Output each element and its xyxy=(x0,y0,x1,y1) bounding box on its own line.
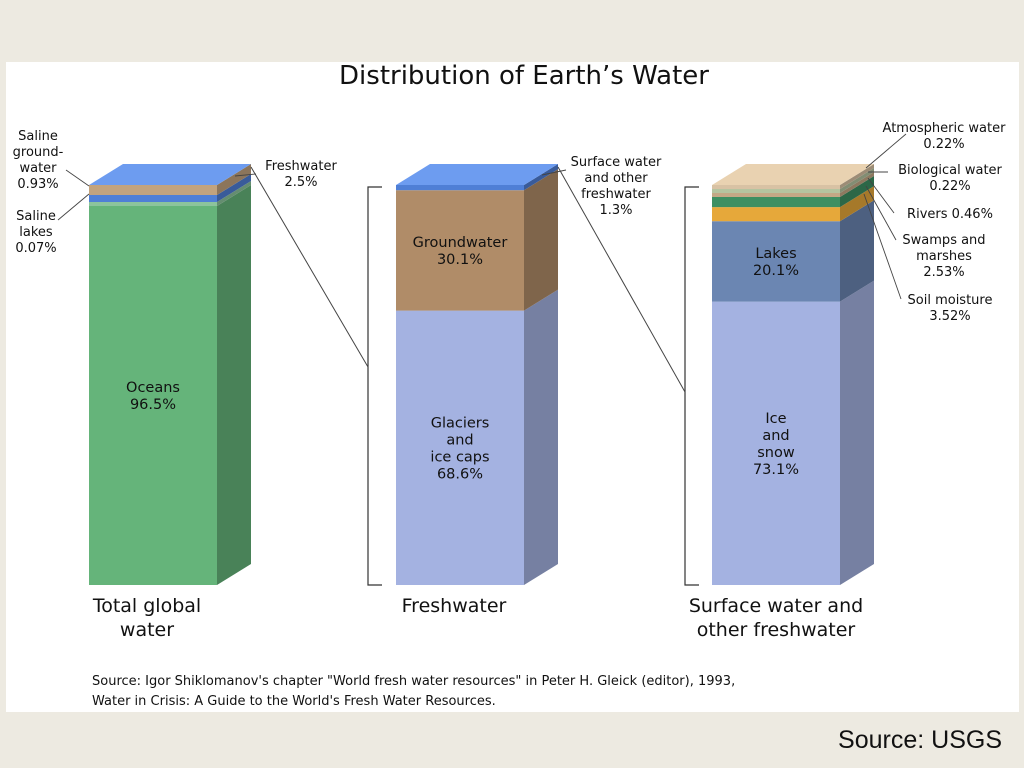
bar-side-oceans xyxy=(217,185,251,585)
chart-title: Distribution of Earth’s Water xyxy=(339,62,709,91)
bar-column-1: Oceans 96.5% Total global water xyxy=(89,164,251,641)
callout-saline-groundwater: Saline ground-water 0.93% xyxy=(13,129,64,192)
callout-soil-moisture: Soil moisture 3.52% xyxy=(908,293,993,324)
segment-label-glaciers-and-ice-caps: Glaciers and ice caps 68.6% xyxy=(430,415,489,482)
bar-top-face-2 xyxy=(396,164,558,185)
column-label-1: Total global water xyxy=(92,595,201,641)
callout-leader-atmospheric-water xyxy=(865,133,907,169)
bar-side-saline-groundwater xyxy=(217,174,251,202)
bar-segment-saline-groundwater xyxy=(89,195,217,202)
segment-label-oceans: Oceans 96.5% xyxy=(126,380,180,413)
bar-top-face-1 xyxy=(89,164,251,185)
bar-side-rivers xyxy=(840,172,874,197)
bar-side-glaciers-and-ice-caps xyxy=(524,289,558,585)
callout-leader-rivers xyxy=(867,177,895,214)
bar-side-groundwater xyxy=(524,169,558,311)
bar-segment-rivers xyxy=(712,193,840,197)
callout-leader-saline-groundwater xyxy=(65,169,90,187)
callout-rivers: Rivers 0.46% xyxy=(907,207,993,222)
callout-biological-water: Biological water 0.22% xyxy=(898,163,1002,194)
bar-column-3: Ice and snow 73.1% Lakes 20.1% Surface water a… xyxy=(689,164,874,641)
bar-segment-swamps-and-marshes xyxy=(712,197,840,208)
segment-label-ice-and-snow: Ice and snow 73.1% xyxy=(753,411,799,478)
bar-segment-ice-and-snow xyxy=(712,301,840,585)
callout-leader-soil-moisture xyxy=(863,193,902,300)
callout-leader-surface-water-and-other-freshwater xyxy=(541,169,567,176)
bar-segment-freshwater xyxy=(89,185,217,195)
bar-side-surface-water-and-other-freshwater xyxy=(524,164,558,191)
bar-side-ice-and-snow xyxy=(840,280,874,585)
zoom-line-surface-water xyxy=(557,166,686,393)
chart-canvas: Distribution of Earth’s Water Oceans 96.5… xyxy=(13,62,1007,709)
callout-atmospheric-water: Atmospheric water 0.22% xyxy=(883,121,1007,152)
callout-leader-saline-lakes xyxy=(57,193,90,221)
callout-saline-lakes: Saline lakes 0.07% xyxy=(15,209,56,256)
bar-side-lakes xyxy=(840,200,874,302)
segment-label-lakes: Lakes 20.1% xyxy=(753,246,799,279)
bar-side-swamps-and-marshes xyxy=(840,176,874,208)
callout-surface-water-and-other-freshwater: Surface water and other freshwater 1.3% xyxy=(571,155,662,218)
bar-segment-oceans xyxy=(89,206,217,585)
bracket-surface-water xyxy=(684,186,699,586)
bar-top-face-3 xyxy=(712,164,874,185)
bracket-freshwater xyxy=(367,186,382,586)
segment-label-groundwater: Groundwater 30.1% xyxy=(413,235,508,268)
column-label-3: Surface water and other freshwater xyxy=(689,595,863,641)
bar-segment-lakes xyxy=(712,221,840,302)
bar-side-freshwater xyxy=(217,164,251,195)
bar-segment-groundwater xyxy=(396,190,524,311)
callout-swamps-and-marshes: Swamps and marshes 2.53% xyxy=(902,233,985,280)
callout-leader-freshwater xyxy=(234,173,257,177)
zoom-line-freshwater xyxy=(250,166,369,368)
chart-panel: Distribution of Earth’s Water Oceans 96.5… xyxy=(6,62,1019,712)
source-note-line-2: Water in Crisis: A Guide to the World's … xyxy=(92,694,496,709)
bar-column-2: Glaciers and ice caps 68.6% Groundwater 30.1%… xyxy=(396,164,558,617)
bar-segment-atmospheric-water xyxy=(712,185,840,189)
bar-side-saline-lakes xyxy=(217,181,251,206)
source-credit: Source: USGS xyxy=(838,726,1002,754)
callout-freshwater: Freshwater 2.5% xyxy=(265,159,337,190)
bar-segment-glaciers-and-ice-caps xyxy=(396,310,524,585)
bar-side-atmospheric-water xyxy=(840,164,874,189)
callout-leader-swamps-and-marshes xyxy=(865,185,897,241)
source-note-line-1: Source: Igor Shiklomanov's chapter "Worl… xyxy=(92,674,735,689)
bar-segment-surface-water-and-other-freshwater xyxy=(396,185,524,191)
bar-segment-saline-lakes xyxy=(89,202,217,206)
column-label-2: Freshwater xyxy=(402,595,507,617)
bar-side-biological-water xyxy=(840,168,874,193)
bar-side-soil-moisture xyxy=(840,186,874,222)
bar-segment-soil-moisture xyxy=(712,207,840,222)
bar-segment-biological-water xyxy=(712,189,840,193)
